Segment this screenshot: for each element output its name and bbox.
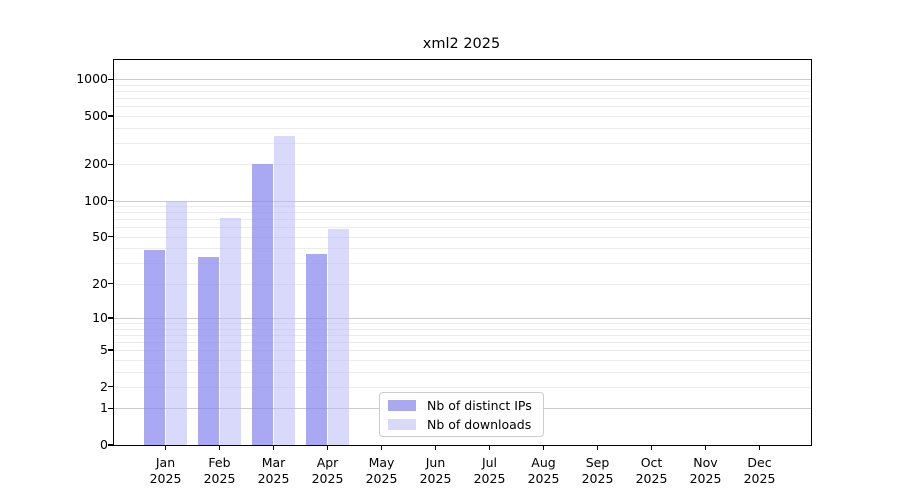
gridline-minor [114,248,811,250]
bar-downloads-jan [165,200,188,445]
gridline-minor [114,106,811,108]
x-tick [758,445,761,450]
gridline-major [114,318,811,319]
x-tick-label: Nov 2025 [689,455,722,486]
y-tick-label: 1000 [76,71,108,87]
gridline-minor [114,115,811,117]
gridline-minor [114,98,811,100]
x-tick [434,445,437,450]
gridline-major [114,200,811,202]
gridline-major [114,79,811,81]
x-tick-label: Oct 2025 [635,455,668,486]
x-tick [326,445,329,450]
legend: Nb of distinct IPs Nb of downloads [379,392,544,437]
gridline-minor [114,323,811,325]
y-tick-label: 100 [84,192,108,208]
x-tick [218,445,221,450]
bar-ips-mar [251,164,274,445]
y-tick-label: 0 [100,437,108,452]
legend-label: Nb of downloads [427,416,532,432]
legend-swatch-ips [388,399,416,411]
y-tick [108,115,113,117]
y-tick [108,283,113,285]
x-tick [596,445,599,450]
legend-label: Nb of distinct IPs [427,397,532,413]
y-tick [108,444,113,446]
x-tick-label: Jul 2025 [473,455,506,486]
x-tick-label: May 2025 [365,455,398,486]
bar-ips-feb [197,256,220,445]
bar-downloads-feb [219,217,242,445]
y-tick [108,349,113,351]
bar-ips-apr [305,253,328,445]
x-tick-label: Dec 2025 [743,455,776,486]
x-tick-label: Jun 2025 [419,455,452,486]
gridline-minor [114,334,811,336]
y-tick [108,407,113,409]
y-tick [108,199,113,202]
x-tick-label: Mar 2025 [257,455,290,486]
legend-swatch-downloads [388,418,416,430]
gridline-minor [114,84,811,86]
x-tick [704,445,707,450]
y-tick-label: 1 [100,400,108,416]
x-tick [164,445,167,450]
y-tick-label: 10 [92,310,108,325]
y-tick [108,386,113,388]
gridline-minor [114,91,811,92]
gridline-minor [114,263,811,265]
gridline-minor [114,371,811,373]
x-tick-label: Sep 2025 [581,455,614,486]
y-tick [108,163,113,165]
x-tick-label: Jan 2025 [149,455,182,486]
x-tick [272,445,275,450]
legend-row: Nb of downloads [388,417,535,432]
gridline-minor [114,164,811,166]
legend-row: Nb of distinct IPs [388,398,535,413]
x-tick [380,445,383,450]
plot-area: Jan 2025 Feb 2025 Mar 2025 Apr 2025 May 2025 Jun 20… [76,59,812,486]
gridline-minor [114,350,811,352]
gridline-minor [114,236,811,238]
y-tick-label: 500 [84,107,108,123]
gridline-minor [114,342,811,343]
gridline-minor [114,206,811,208]
gridline-minor [114,386,811,388]
y-tick-label: 2 [100,378,108,394]
gridline-minor [114,359,811,361]
bar-ips-jan [143,249,166,445]
y-tick [108,317,113,319]
gridline-minor [114,212,811,214]
y-tick-label: 5 [100,342,108,358]
gridline-minor [114,219,811,221]
gridline-minor [114,283,811,285]
x-tick [488,445,491,450]
y-tick-label: 50 [92,228,108,244]
bar-downloads-apr [327,229,350,445]
bar-downloads-mar [273,135,296,445]
x-tick [542,445,545,450]
gridline-minor [114,328,811,330]
y-tick [108,236,113,238]
gridline-minor [114,227,811,229]
chart-title: xml2 2025 [422,36,501,52]
y-tick-label: 20 [92,275,108,291]
x-tick-label: Apr 2025 [311,455,344,486]
x-tick [650,445,653,450]
y-tick [108,78,113,80]
gridline-minor [114,127,811,129]
y-tick-label: 200 [84,156,108,172]
x-tick-label: Feb 2025 [203,455,236,486]
x-tick-label: Aug 2025 [527,455,560,486]
gridline-minor [114,142,811,144]
